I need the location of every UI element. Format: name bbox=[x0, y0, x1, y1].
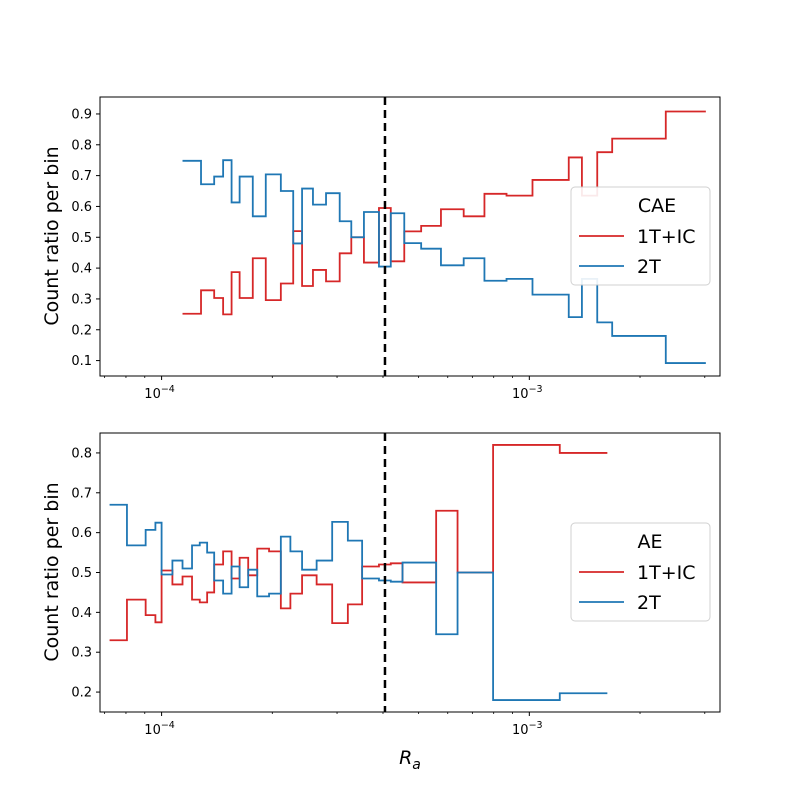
y-tick-label: 0.6 bbox=[71, 200, 92, 215]
top-x-ticks: 10−4 10−3 bbox=[104, 376, 706, 402]
bottom-series-group bbox=[109, 444, 608, 701]
y-tick-label: 0.1 bbox=[71, 354, 92, 369]
series-2t-step-line bbox=[109, 503, 608, 701]
series-2t-step-line bbox=[182, 159, 706, 364]
y-tick-label: 0.3 bbox=[71, 292, 92, 307]
bottom-axes-frame bbox=[99, 432, 721, 713]
top-legend-title: CAE bbox=[638, 195, 676, 217]
x-tick-label: 10−3 bbox=[512, 384, 543, 402]
x-axis-label-main: R bbox=[399, 747, 412, 769]
x-axis-label: Ra bbox=[399, 747, 421, 773]
y-tick-label: 0.7 bbox=[71, 169, 92, 184]
top-legend-label-2t: 2T bbox=[637, 256, 661, 278]
y-tick-label: 0.2 bbox=[71, 323, 92, 338]
y-tick-label: 0.6 bbox=[71, 526, 92, 541]
y-tick-label: 0.5 bbox=[71, 566, 92, 581]
y-tick-label: 0.7 bbox=[71, 486, 92, 501]
bottom-x-ticks: 10−4 10−3 bbox=[104, 712, 706, 738]
y-tick-label: 0.3 bbox=[71, 646, 92, 661]
x-tick-exponent: −3 bbox=[529, 720, 543, 731]
bottom-y-axis-label: Count ratio per bin bbox=[41, 482, 63, 661]
x-tick-base: 10 bbox=[144, 723, 161, 738]
series-1t-ic-step-line bbox=[182, 110, 706, 316]
x-tick-label: 10−3 bbox=[512, 720, 543, 738]
y-tick-label: 0.4 bbox=[71, 262, 92, 277]
x-tick-label: 10−4 bbox=[144, 720, 175, 738]
top-y-ticks: 0.1 0.2 0.3 0.4 0.5 0.6 0.7 0.8 0.9 bbox=[71, 107, 100, 369]
top-legend-label-1t-ic: 1T+IC bbox=[637, 226, 695, 248]
x-tick-exponent: −4 bbox=[161, 384, 175, 395]
bottom-panel: 0.20.30.40.50.60.70.8 10−4 10−3 Count rat… bbox=[41, 432, 721, 773]
top-axes-frame bbox=[99, 96, 721, 377]
y-tick-label: 0.2 bbox=[71, 686, 92, 701]
y-tick-label: 0.9 bbox=[71, 107, 92, 122]
top-series-group bbox=[182, 110, 706, 364]
y-tick-label: 0.8 bbox=[71, 138, 92, 153]
x-tick-exponent: −3 bbox=[529, 384, 543, 395]
top-panel: 0.10.20.30.40.50.60.70.80.9 10−4 10−3 Cou… bbox=[41, 96, 721, 402]
bottom-legend-label-1t-ic: 1T+IC bbox=[637, 562, 695, 584]
x-axis-label-subscript: a bbox=[412, 757, 421, 773]
x-tick-base: 10 bbox=[144, 387, 161, 402]
x-tick-base: 10 bbox=[512, 387, 529, 402]
x-tick-base: 10 bbox=[512, 723, 529, 738]
top-y-axis-label: Count ratio per bin bbox=[41, 146, 63, 325]
top-legend-box bbox=[570, 186, 711, 286]
bottom-legend-label-2t: 2T bbox=[637, 592, 661, 614]
top-legend: CAE 1T+IC 2T bbox=[570, 186, 711, 286]
series-1t-ic-step-line bbox=[109, 444, 608, 642]
bottom-legend: AE 1T+IC 2T bbox=[570, 522, 711, 622]
bottom-legend-title: AE bbox=[637, 531, 662, 553]
x-tick-label: 10−4 bbox=[144, 384, 175, 402]
bottom-legend-box bbox=[570, 522, 711, 622]
y-tick-label: 0.5 bbox=[71, 231, 92, 246]
bottom-y-ticks: 0.2 0.3 0.4 0.5 0.6 0.7 0.8 bbox=[71, 446, 100, 701]
y-tick-label: 0.8 bbox=[71, 446, 92, 461]
y-tick-label: 0.4 bbox=[71, 606, 92, 621]
x-tick-exponent: −4 bbox=[161, 720, 175, 731]
